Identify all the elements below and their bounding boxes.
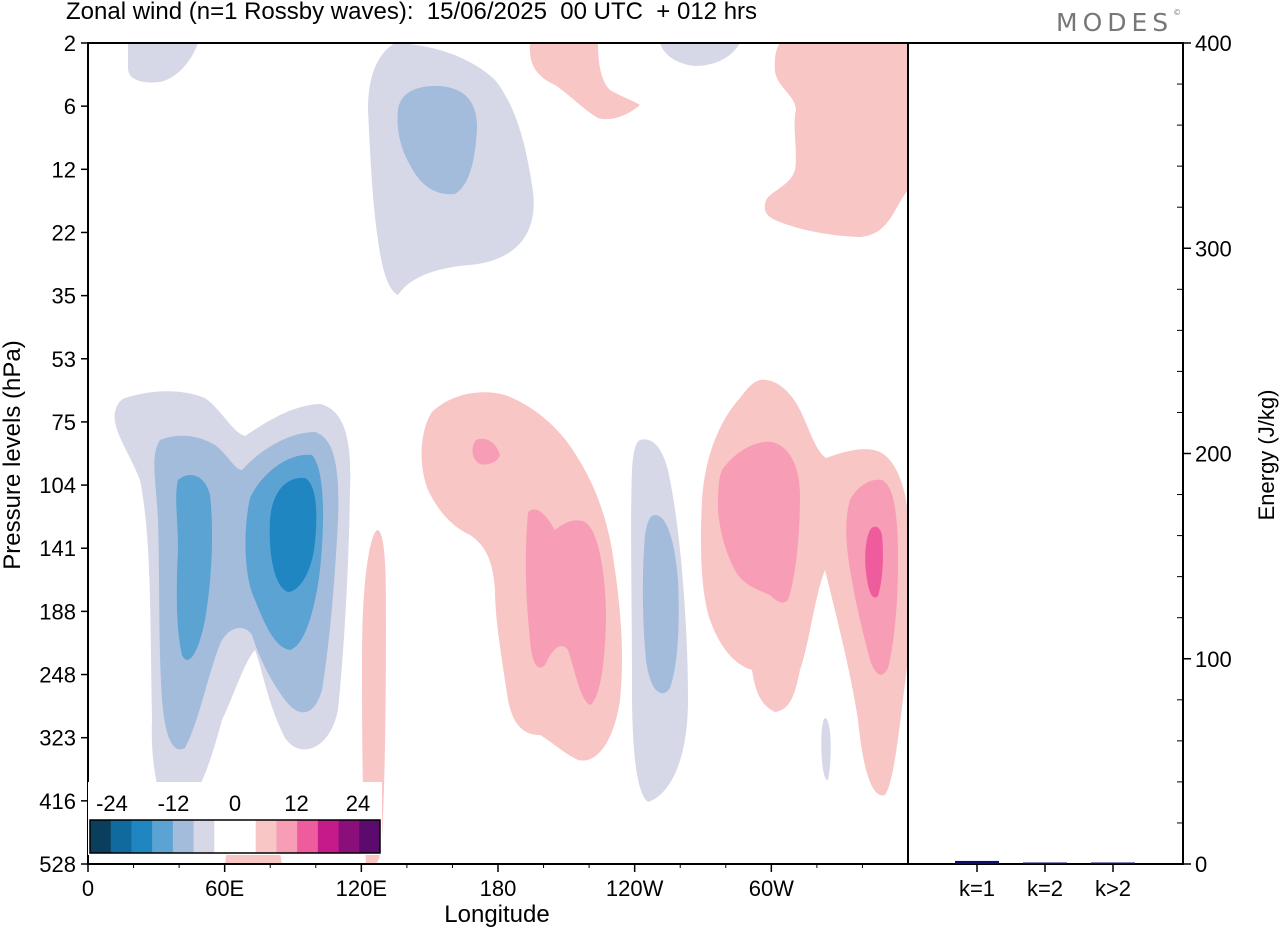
colorbar-swatch bbox=[110, 820, 132, 853]
brand-mark: © bbox=[1173, 8, 1182, 17]
y-tick-label: 104 bbox=[39, 473, 76, 498]
contour-region bbox=[865, 526, 883, 598]
contour-region bbox=[128, 43, 198, 83]
contour-region bbox=[529, 43, 640, 120]
modes-logo: MODES© bbox=[1056, 8, 1181, 37]
energy-tick-label: 100 bbox=[1195, 647, 1232, 672]
colorbar-label: 0 bbox=[229, 791, 241, 816]
energy-category-label: k=1 bbox=[959, 876, 995, 901]
energy-tick-label: 200 bbox=[1195, 442, 1232, 467]
contour-region bbox=[472, 438, 500, 465]
contour-region bbox=[397, 85, 478, 195]
colorbar-swatch bbox=[276, 820, 298, 853]
colorbar-swatch bbox=[90, 820, 112, 853]
energy-tick-label: 0 bbox=[1195, 852, 1207, 877]
colorbar-label: -24 bbox=[96, 791, 128, 816]
colorbar-swatch bbox=[338, 820, 360, 853]
contours-negative-max bbox=[269, 477, 317, 592]
colorbar-swatch bbox=[255, 820, 277, 853]
colorbar-legend: -24 -12 0 12 24 bbox=[88, 782, 382, 855]
x-tick-label: 120W bbox=[606, 876, 664, 901]
y-tick-label: 35 bbox=[52, 284, 76, 309]
x-axis-title: Longitude bbox=[444, 901, 549, 928]
colorbar-label: 24 bbox=[346, 791, 370, 816]
energy-bar bbox=[955, 860, 999, 864]
energy-category-label: k=2 bbox=[1027, 876, 1063, 901]
contours-positive-strong bbox=[865, 526, 883, 598]
energy-bars: k=1 k=2 k>2 bbox=[955, 860, 1135, 901]
chart-title: Zonal wind (n=1 Rossby waves): 15/06/202… bbox=[66, 0, 758, 25]
x-tick-label: 60W bbox=[749, 876, 794, 901]
x-axis-longitude: 0 60E 120E 180 120W 60W bbox=[82, 864, 863, 901]
y-tick-label: 2 bbox=[64, 31, 76, 56]
contour-region bbox=[269, 477, 317, 592]
y-tick-label: 22 bbox=[52, 220, 76, 245]
y-tick-label: 141 bbox=[39, 536, 76, 561]
energy-category-label: k>2 bbox=[1095, 876, 1131, 901]
contour-region bbox=[176, 475, 213, 660]
contour-region bbox=[362, 530, 386, 864]
brand-text: MODES bbox=[1056, 8, 1174, 37]
colorbar-swatch bbox=[152, 820, 174, 853]
energy-plot-frame bbox=[907, 42, 1184, 865]
contour-region bbox=[764, 43, 908, 237]
colorbar-label: -12 bbox=[158, 791, 190, 816]
colorbar-swatch bbox=[172, 820, 195, 853]
y-axis-title: Pressure levels (hPa) bbox=[0, 340, 26, 569]
y-axis-energy: 0 100 200 300 400 bbox=[1177, 31, 1232, 877]
y-tick-label: 6 bbox=[64, 94, 76, 119]
colorbar-label: 12 bbox=[284, 791, 308, 816]
colorbar-swatch bbox=[193, 820, 215, 853]
contour-field bbox=[114, 43, 908, 864]
x-tick-label: 120E bbox=[336, 876, 387, 901]
colorbar-frame bbox=[89, 819, 381, 854]
contour-region bbox=[421, 392, 623, 761]
energy-axis-title: Energy (J/kg) bbox=[1254, 390, 1279, 521]
colorbar-swatch bbox=[297, 820, 319, 853]
colorbar-swatch bbox=[359, 820, 381, 853]
contour-region bbox=[821, 718, 831, 781]
x-tick-label: 60E bbox=[205, 876, 244, 901]
y-tick-label: 248 bbox=[39, 663, 76, 688]
colorbar-swatch bbox=[131, 820, 153, 853]
x-tick-label: 0 bbox=[82, 876, 94, 901]
colorbar-swatch bbox=[214, 820, 236, 853]
energy-tick-label: 400 bbox=[1195, 31, 1232, 56]
contour-region bbox=[642, 515, 679, 694]
contour-region bbox=[718, 441, 800, 603]
x-tick-label: 180 bbox=[480, 876, 517, 901]
energy-tick-label: 300 bbox=[1195, 236, 1232, 261]
y-tick-label: 416 bbox=[39, 789, 76, 814]
y-tick-label: 53 bbox=[52, 347, 76, 372]
energy-bar bbox=[1023, 862, 1067, 864]
y-tick-label: 188 bbox=[39, 599, 76, 624]
colorbar-swatch bbox=[317, 820, 340, 853]
contour-region bbox=[525, 509, 606, 705]
contour-region bbox=[660, 43, 740, 66]
energy-bar bbox=[1091, 862, 1135, 864]
y-tick-label: 12 bbox=[52, 157, 76, 182]
y-tick-label: 528 bbox=[39, 852, 76, 877]
y-tick-label: 323 bbox=[39, 726, 76, 751]
y-axis-pressure: 2 6 12 22 35 53 75 104 141 188 248 323 416 528 bbox=[39, 31, 88, 877]
colorbar-swatch bbox=[235, 820, 257, 853]
y-tick-label: 75 bbox=[52, 410, 76, 435]
